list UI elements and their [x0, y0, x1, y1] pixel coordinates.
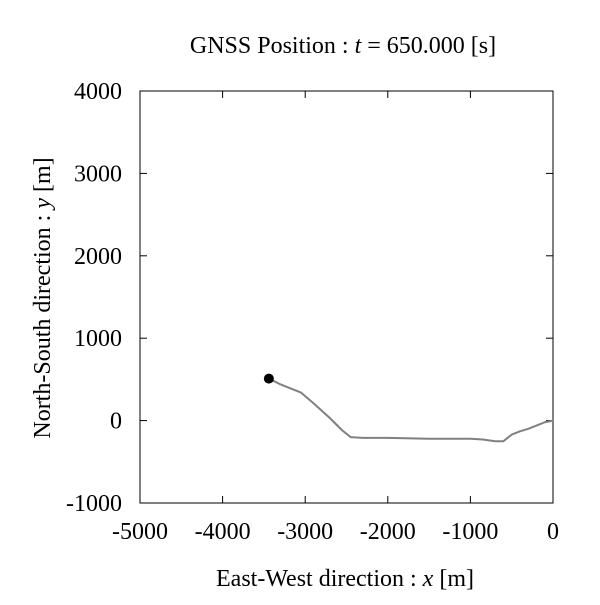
x-tick-label: 0 [547, 519, 559, 545]
y-axis-label: North-South direction : y [m] [30, 157, 56, 438]
x-axis-ticks: -5000 -4000 -3000 -2000 -1000 0 [112, 91, 559, 545]
y-tick-label: -1000 [66, 491, 122, 517]
y-tick-label: 3000 [74, 161, 122, 187]
x-axis-label-variable: x [422, 566, 434, 592]
x-tick-label: -5000 [112, 519, 168, 545]
y-axis-label-prefix: North-South direction : [30, 209, 56, 439]
chart-title-prefix: GNSS Position : [190, 33, 355, 59]
x-axis-label: East-West direction : x [m] [216, 566, 474, 592]
x-tick-label: -1000 [442, 519, 498, 545]
chart-title-variable: t [355, 33, 363, 59]
y-tick-label: 1000 [74, 326, 122, 352]
plot-frame [139, 90, 554, 504]
y-tick-label: 2000 [74, 244, 122, 270]
y-axis-label-suffix: [m] [30, 157, 56, 198]
x-tick-label: -2000 [360, 519, 416, 545]
chart-title: GNSS Position : t = 650.000 [s] [190, 33, 496, 59]
x-tick-label: -3000 [277, 519, 333, 545]
x-tick-label: -4000 [195, 519, 251, 545]
current-position-marker [263, 373, 274, 384]
y-axis-label-variable: y [30, 198, 56, 211]
y-axis-ticks: -1000 0 1000 2000 3000 4000 [66, 79, 553, 517]
y-tick-label: 0 [110, 409, 122, 435]
x-axis-label-prefix: East-West direction : [216, 566, 423, 592]
y-tick-label: 4000 [74, 79, 122, 105]
x-axis-label-suffix: [m] [433, 566, 474, 592]
trajectory-line [267, 377, 554, 443]
chart-title-suffix: = 650.000 [s] [361, 33, 496, 59]
